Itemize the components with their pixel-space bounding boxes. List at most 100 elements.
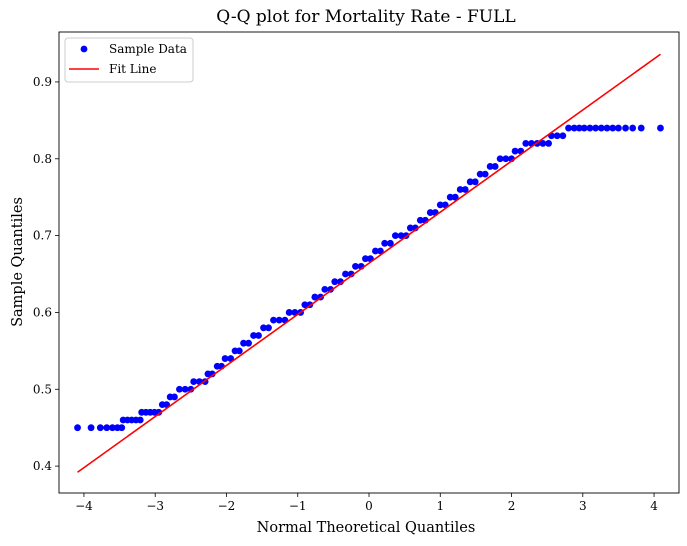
data-point xyxy=(476,170,484,178)
data-point xyxy=(109,424,116,432)
data-point xyxy=(190,378,198,385)
data-point xyxy=(331,278,339,286)
x-tick-label: 0 xyxy=(365,499,373,513)
data-point xyxy=(553,132,561,140)
data-point xyxy=(221,355,229,362)
data-point xyxy=(311,293,319,301)
data-point xyxy=(511,147,519,155)
data-point xyxy=(321,285,329,293)
legend-frame xyxy=(64,37,194,83)
data-point xyxy=(260,324,267,332)
y-tick-label: 0.5 xyxy=(33,382,52,396)
data-point xyxy=(372,247,379,255)
data-point xyxy=(609,124,617,132)
data-point xyxy=(629,124,637,132)
data-point xyxy=(615,124,622,132)
data-point xyxy=(136,416,144,424)
data-point xyxy=(171,393,178,401)
data-point xyxy=(491,163,499,170)
y-tick-label: 0.8 xyxy=(33,152,52,166)
data-point xyxy=(377,247,384,255)
y-axis-label: Sample Quantiles xyxy=(10,197,26,327)
sample-data-series xyxy=(74,124,664,432)
data-point xyxy=(96,424,104,432)
data-point xyxy=(436,201,444,209)
legend-marker-sample-data xyxy=(80,45,88,53)
x-tick-label: 3 xyxy=(579,499,587,513)
y-axis: 0.4 0.5 0.6 0.7 0.8 0.9 xyxy=(33,75,59,473)
data-point xyxy=(446,193,454,201)
data-point xyxy=(265,324,272,332)
data-point xyxy=(386,239,394,247)
x-tick-label: −1 xyxy=(289,499,307,513)
data-point xyxy=(103,424,111,432)
data-point xyxy=(187,385,195,393)
data-point xyxy=(416,216,424,224)
data-point xyxy=(592,124,600,132)
data-point xyxy=(342,270,349,278)
data-point xyxy=(486,163,494,170)
data-point xyxy=(570,124,578,132)
data-point xyxy=(235,347,243,355)
x-tick-label: −2 xyxy=(218,499,236,513)
x-tick-label: 4 xyxy=(650,499,658,513)
data-point xyxy=(502,155,510,163)
data-point xyxy=(270,316,277,324)
data-point xyxy=(451,193,459,201)
data-point xyxy=(481,170,489,178)
data-point xyxy=(456,186,464,193)
data-point xyxy=(522,140,530,147)
y-tick-label: 0.6 xyxy=(33,305,52,319)
legend: Sample Data Fit Line xyxy=(64,37,194,83)
data-point xyxy=(208,370,216,378)
x-axis: −4 −3 −2 −1 0 1 2 3 4 xyxy=(75,493,658,513)
data-point xyxy=(586,124,594,132)
data-point xyxy=(381,239,389,247)
data-point xyxy=(285,309,293,316)
data-point xyxy=(327,285,334,293)
data-point xyxy=(580,124,588,132)
y-tick-label: 0.7 xyxy=(33,229,52,243)
data-point xyxy=(275,316,283,324)
legend-label-sample-data: Sample Data xyxy=(109,42,187,56)
x-tick-label: −3 xyxy=(146,499,164,513)
data-point xyxy=(245,339,252,347)
data-point xyxy=(657,124,664,132)
data-point xyxy=(565,124,572,132)
data-point xyxy=(559,132,567,140)
data-point xyxy=(155,408,163,416)
y-tick-label: 0.9 xyxy=(33,75,52,89)
data-point xyxy=(426,209,434,216)
data-point xyxy=(391,232,399,240)
data-point xyxy=(240,339,247,347)
y-tick-label: 0.4 xyxy=(33,459,52,473)
data-point xyxy=(637,124,645,132)
x-tick-label: −4 xyxy=(75,499,93,513)
data-point xyxy=(362,255,369,263)
data-point xyxy=(539,140,547,147)
data-point xyxy=(291,309,299,316)
data-point xyxy=(496,155,504,163)
x-tick-label: 2 xyxy=(508,499,516,513)
x-tick-label: 1 xyxy=(436,499,444,513)
data-point xyxy=(575,124,583,132)
data-point xyxy=(74,424,81,432)
legend-label-fit-line: Fit Line xyxy=(109,62,156,76)
data-point xyxy=(250,332,257,339)
data-point xyxy=(461,186,469,193)
data-point xyxy=(545,140,552,147)
fit-line xyxy=(77,53,661,473)
x-axis-label: Normal Theoretical Quantiles xyxy=(257,520,476,536)
data-point xyxy=(466,178,474,186)
data-point xyxy=(87,424,95,432)
data-point xyxy=(176,385,183,393)
data-point xyxy=(118,424,126,432)
data-point xyxy=(255,332,262,339)
chart-title: Q-Q plot for Mortality Rate - FULL xyxy=(216,7,515,27)
plot-area xyxy=(58,31,680,494)
data-point xyxy=(352,262,359,270)
data-point xyxy=(397,232,405,240)
data-point xyxy=(406,224,414,232)
data-point xyxy=(471,178,479,186)
